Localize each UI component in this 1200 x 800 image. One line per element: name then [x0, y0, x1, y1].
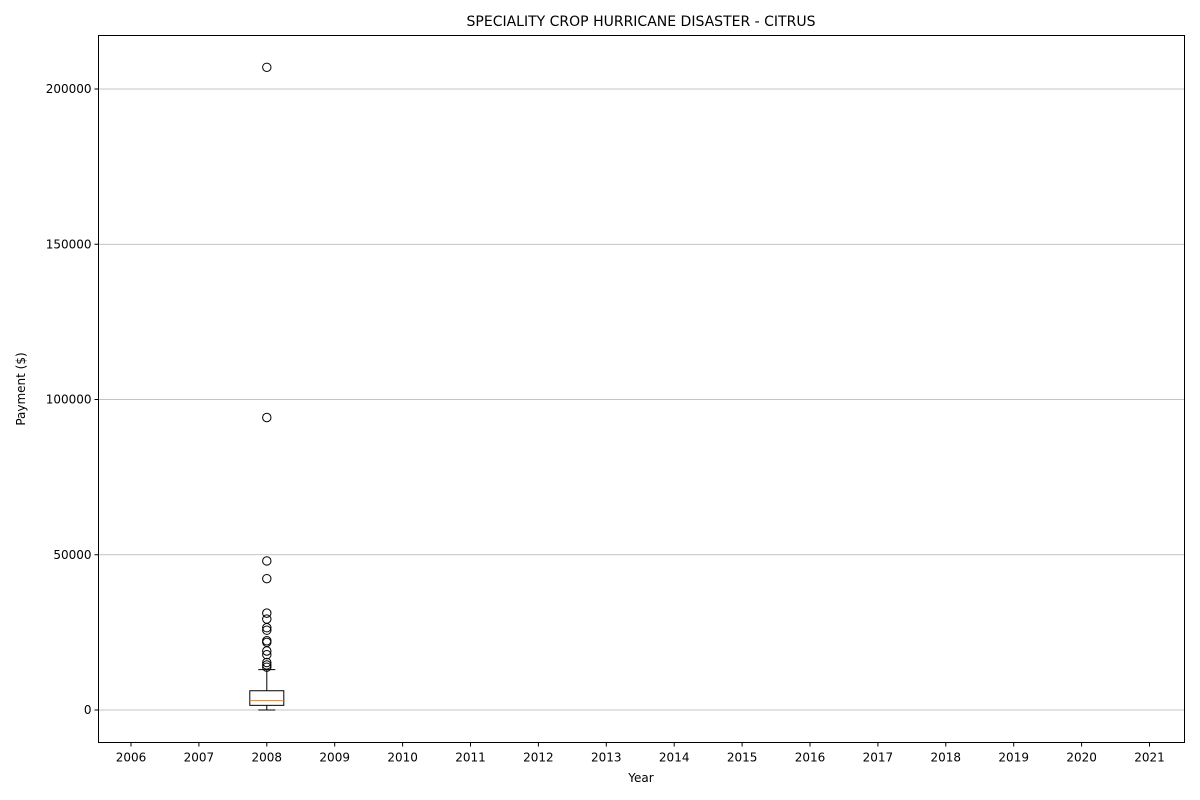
x-tick-label: 2014 [659, 751, 690, 765]
outlier-point [262, 636, 272, 646]
outlier-point [262, 650, 272, 660]
outlier-point [262, 657, 272, 668]
x-tick-label: 2013 [591, 751, 622, 765]
outlier-point [262, 662, 272, 672]
x-tick-label: 2021 [1134, 751, 1165, 765]
plot-frame [98, 35, 1185, 743]
chart-title: SPECIALITY CROP HURRICANE DISASTER - CIT… [467, 14, 816, 30]
x-tick-label: 2016 [795, 751, 826, 765]
y-tick-label: 200000 [46, 82, 92, 96]
x-tick-label: 2008 [252, 751, 283, 765]
x-tick-label: 2012 [523, 751, 554, 765]
x-tick-label: 2017 [863, 751, 894, 765]
y-tick-label: 100000 [46, 393, 92, 407]
x-axis: 2006 2007 2008 2009 2010 2011 2012 2013 2014 2015… [116, 742, 1165, 765]
outlier-point [262, 660, 272, 670]
y-tick-label: 150000 [46, 237, 92, 251]
x-tick-label: 2019 [998, 751, 1029, 765]
x-tick-label: 2020 [1066, 751, 1097, 765]
y-tick-label: 0 [84, 703, 92, 717]
outlier-point [262, 614, 272, 624]
plot-area [249, 62, 285, 711]
y-tick-label: 50000 [53, 548, 91, 562]
iqr-box [249, 690, 285, 706]
y-axis: 0 50000 100000 150000 200000 [46, 82, 99, 717]
x-tick-label: 2006 [116, 751, 147, 765]
x-tick-label: 2009 [319, 751, 350, 765]
y-axis-label: Payment ($) [14, 352, 28, 425]
grid-lines [98, 88, 1185, 711]
box-group-2008 [249, 62, 285, 711]
outlier-point [262, 625, 272, 635]
x-axis-label: Year [627, 771, 653, 785]
x-tick-label: 2011 [455, 751, 486, 765]
outlier-point [262, 62, 272, 72]
x-tick-label: 2018 [931, 751, 962, 765]
outlier-point [262, 608, 272, 618]
x-tick-label: 2007 [184, 751, 215, 765]
x-tick-label: 2010 [387, 751, 418, 765]
x-tick-label: 2015 [727, 751, 758, 765]
outlier-point [262, 412, 272, 423]
outlier-point [262, 573, 272, 584]
outlier-point [262, 556, 272, 566]
